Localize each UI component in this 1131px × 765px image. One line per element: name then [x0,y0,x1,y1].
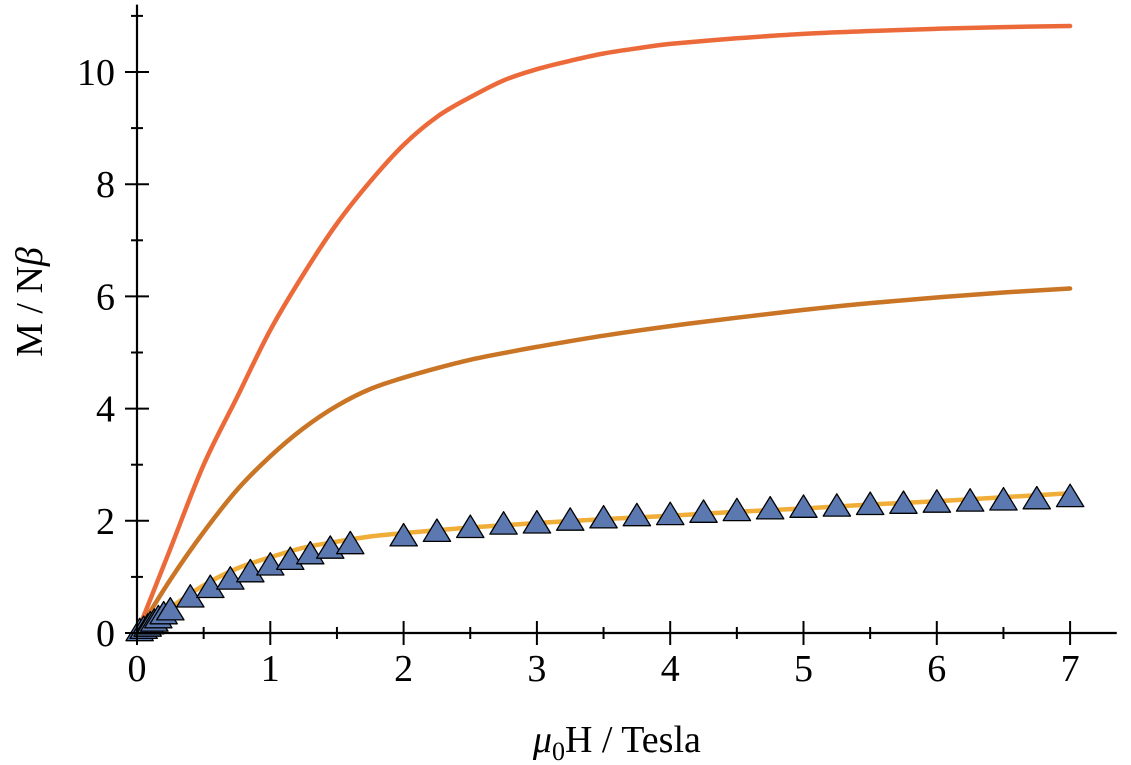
y-tick-label: 2 [96,501,115,543]
y-axis-title-beta: β [9,247,51,267]
axes-layer [135,4,1117,635]
data-point-marker [196,574,225,599]
series-line-1 [134,286,1073,636]
data-point-marker [522,509,552,534]
data-point-marker [1022,485,1052,510]
curves-layer [134,23,1073,636]
data-point-marker [689,499,718,523]
y-tick-label: 8 [96,164,115,206]
data-point-marker [889,490,918,514]
data-point-marker [855,491,885,516]
data-point-marker [655,501,685,526]
data-point-marker [755,495,785,520]
data-point-marker [622,502,652,527]
ticks-layer: 0 1 2 3 4 5 6 7 0 2 4 6 8 10 [77,14,1080,690]
data-point-marker [789,494,818,518]
x-axis-title-mu: μ [532,719,552,761]
y-tick-label: 6 [96,276,115,318]
x-axis-title: μ0H / Tesla [532,719,701,765]
data-point-marker [555,507,585,531]
data-point-marker [455,514,485,539]
data-point-marker [1055,483,1085,508]
markers-layer [125,483,1085,642]
x-tick-label: 5 [794,648,813,690]
data-point-marker [955,488,985,512]
data-point-marker [216,566,245,590]
x-tick-label: 0 [128,648,147,690]
y-tick-label: 0 [96,613,115,655]
y-axis-title-main: M / N [9,266,51,357]
data-point-marker [989,486,1018,511]
data-point-marker [156,596,185,621]
y-tick-label: 4 [96,389,115,431]
data-point-marker [589,504,618,529]
x-tick-label: 1 [261,648,280,690]
y-axis-title: M / Nβ [9,247,51,357]
x-axis-title-rest: H / Tesla [565,719,701,761]
series-line-0 [134,23,1073,636]
x-tick-label: 6 [927,648,946,690]
data-point-marker [236,558,265,583]
y-tick-label: 10 [77,52,115,94]
data-point-marker [822,493,852,517]
data-point-marker [722,497,752,522]
x-tick-label: 7 [1061,648,1080,690]
data-point-marker [922,489,952,513]
data-point-marker [422,518,452,543]
data-point-marker [489,511,518,535]
data-point-marker [335,530,365,555]
data-point-marker [389,522,418,547]
x-tick-label: 3 [527,648,546,690]
x-axis-title-subscript: 0 [552,737,565,765]
x-tick-label: 2 [394,648,413,690]
x-tick-label: 4 [661,648,680,690]
